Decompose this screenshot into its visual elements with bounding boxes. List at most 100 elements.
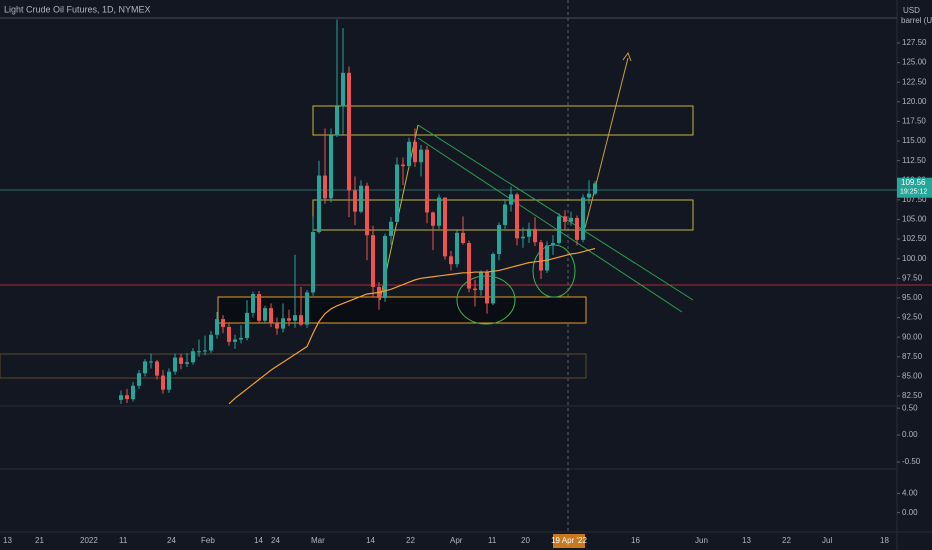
crosshair-label: 19 Apr '22 [551,536,587,545]
y-tick-label: 95.00 [902,293,923,302]
candle-body [575,217,579,240]
candle-body [563,216,567,222]
zone [0,353,587,379]
candle-body [365,185,369,236]
unit: barrel (US) [901,16,932,25]
candle-body [461,232,465,244]
x-tick-label: 13 [742,536,751,545]
zone [312,105,694,136]
y-tick-label: 112.50 [902,156,926,165]
x-tick-label: Apr [450,536,463,545]
candle-body [209,334,213,351]
candle-body [167,371,171,390]
x-tick-label: 14 [254,536,263,545]
candle-body [305,292,309,325]
y-tick-label: 107.50 [902,195,927,204]
y-tick-label: 0.00 [902,508,918,517]
candle-body [581,197,585,240]
candle-body [503,204,507,225]
candle-body [173,357,177,372]
y-tick-label: 97.50 [902,273,923,282]
candle-body [311,232,315,293]
x-tick-label: 13 [3,536,12,545]
x-tick-label: 11 [119,536,128,545]
candle-body [401,164,405,167]
candle-body [131,385,135,400]
candle-body [527,228,531,237]
candle-body [497,224,501,254]
x-tick-label: Mar [311,536,325,545]
y-tick-label: 117.50 [902,117,926,126]
candle-body [533,228,537,243]
y-tick-label: 115.00 [902,136,926,145]
candle-body [203,350,207,352]
candle-body [371,235,375,287]
y-tick-label: 87.50 [902,352,923,361]
y-tick-label: 90.00 [902,332,923,341]
candle-body [449,256,453,265]
x-tick-label: Jun [695,536,708,545]
candle-body [437,197,441,226]
x-axis: 13 21 2022 11 24 Feb 14 24 Mar 14 22 Apr… [3,534,889,548]
candle-body [413,141,417,163]
candle-body [275,323,279,329]
x-tick-label: 22 [406,536,415,545]
candle-body [197,351,201,353]
candle-body [329,135,333,199]
currency: USD [903,6,920,15]
y-tick-label: 105.00 [902,215,927,224]
candle-body [479,272,483,291]
candle-body [233,339,237,342]
candle-body [473,288,477,291]
arrow-head [622,51,632,62]
projection-arrow [584,57,629,229]
x-tick-label: Feb [201,536,215,545]
x-tick-label: 16 [631,536,640,545]
candle-body [293,315,297,321]
candle-body [221,319,225,327]
candle-body [215,319,219,335]
candle-body [431,212,435,226]
countdown: 19:25:12 [900,189,927,196]
y-tick-label: 92.50 [902,313,923,322]
candle-body [485,272,489,304]
candle-body [509,194,513,205]
candle-body [251,294,255,313]
candle-body [395,164,399,222]
candle-body [383,235,387,298]
candle-body [239,337,243,340]
candle-body [341,72,345,107]
candle-body [161,375,165,390]
y-tick-label: 100.00 [902,254,927,263]
last-price-bg [897,177,932,198]
candle-body [359,185,363,212]
candle-body [299,315,303,325]
candle-body [557,216,561,244]
zone [312,199,694,231]
x-tick-label: 20 [521,536,530,545]
y-tick-label: 125.00 [902,58,927,67]
candle-body [191,351,195,363]
crosshair-label-bg [553,534,585,548]
y-tick-label: 102.50 [902,234,927,243]
candle-body [419,149,423,163]
candle-body [389,221,393,236]
candle-body [353,190,357,212]
candle-body [455,232,459,265]
candle-body [245,312,249,338]
candle-body [593,183,597,194]
candle-body [287,318,291,321]
moving-average [228,247,596,405]
x-tick-label: 2022 [80,536,98,545]
candle-body [317,175,321,233]
candle-body [491,253,495,304]
candle-body [347,72,351,191]
y-tick-label: -0.50 [902,457,921,466]
candle-body [521,236,525,239]
x-tick-label: 14 [366,536,375,545]
candle-body [407,141,411,167]
candle-body [515,194,519,239]
x-tick-label: 11 [488,536,497,545]
